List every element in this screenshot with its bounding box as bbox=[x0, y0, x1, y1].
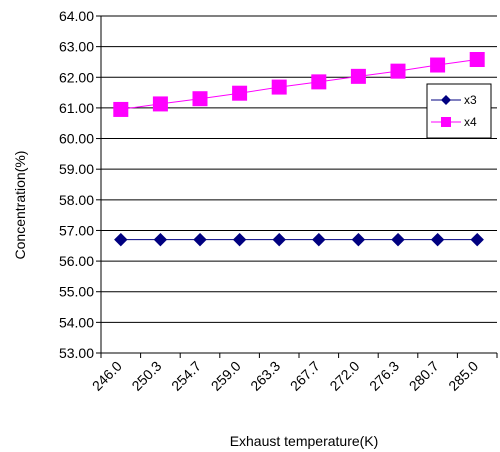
y-axis-title: Concentration(%) bbox=[12, 151, 28, 260]
x-tick-labels: 246.0 250.3 254.7 259.0 263.3 267.7 272.0 276.3… bbox=[89, 358, 482, 394]
point-x3 bbox=[391, 232, 405, 247]
series-lines bbox=[120, 59, 478, 241]
point-x3 bbox=[470, 232, 484, 247]
point-x3 bbox=[153, 232, 168, 247]
point-x4 bbox=[430, 57, 446, 73]
point-x4 bbox=[152, 96, 168, 112]
point-x3 bbox=[312, 232, 326, 247]
series-markers bbox=[113, 52, 485, 247]
point-x4 bbox=[232, 85, 248, 101]
legend-marker-x4 bbox=[441, 117, 451, 127]
x-tick-label: 285.0 bbox=[445, 358, 481, 394]
y-tick-label: 64.00 bbox=[59, 8, 94, 24]
y-tick-label: 57.00 bbox=[59, 222, 94, 238]
point-x4 bbox=[271, 79, 287, 95]
legend-label-x3: x3 bbox=[464, 93, 477, 107]
series-line-x4 bbox=[120, 59, 478, 110]
y-tick-label: 55.00 bbox=[59, 284, 94, 300]
y-tick-label: 53.00 bbox=[59, 345, 94, 361]
y-tick-label: 54.00 bbox=[59, 314, 94, 330]
point-x4 bbox=[311, 74, 327, 90]
legend-label-x4: x4 bbox=[464, 115, 477, 129]
point-x3 bbox=[351, 232, 366, 247]
y-tick-label: 63.00 bbox=[59, 39, 94, 55]
point-x3 bbox=[114, 232, 128, 247]
x-tick-label: 263.3 bbox=[247, 358, 283, 394]
point-x3 bbox=[193, 232, 207, 247]
x-tick-label: 250.3 bbox=[128, 358, 164, 394]
point-x4 bbox=[390, 63, 406, 79]
y-tick-label: 60.00 bbox=[59, 131, 94, 147]
point-x3 bbox=[272, 232, 286, 247]
x-tick-label: 276.3 bbox=[366, 358, 402, 394]
y-tick-label: 58.00 bbox=[59, 192, 94, 208]
axes bbox=[96, 15, 498, 358]
y-tick-label: 59.00 bbox=[59, 161, 94, 177]
legend-marker-x3 bbox=[441, 95, 451, 105]
y-tick-labels: 53.00 54.00 55.00 56.00 57.00 58.00 59.00 60.00… bbox=[59, 8, 94, 361]
legend: x3 x4 bbox=[426, 83, 492, 139]
x-axis-title: Exhaust temperature(K) bbox=[230, 433, 379, 449]
point-x3 bbox=[232, 232, 247, 247]
point-x4 bbox=[192, 91, 208, 107]
x-tick-label: 267.7 bbox=[287, 358, 323, 394]
x-tick-label: 272.0 bbox=[326, 358, 362, 394]
x-tick-label: 246.0 bbox=[89, 358, 125, 394]
x-tick-label: 259.0 bbox=[208, 358, 244, 394]
point-x3 bbox=[430, 232, 445, 247]
y-tick-label: 62.00 bbox=[59, 69, 94, 85]
legend-box bbox=[426, 83, 492, 139]
x-tick-label: 254.7 bbox=[168, 358, 204, 394]
y-tick-label: 61.00 bbox=[59, 100, 94, 116]
point-x4 bbox=[113, 101, 129, 117]
x-tick-label: 280.7 bbox=[406, 358, 442, 394]
gridlines bbox=[101, 15, 497, 354]
point-x4 bbox=[350, 68, 366, 84]
y-tick-label: 56.00 bbox=[59, 253, 94, 269]
point-x4 bbox=[469, 52, 485, 68]
